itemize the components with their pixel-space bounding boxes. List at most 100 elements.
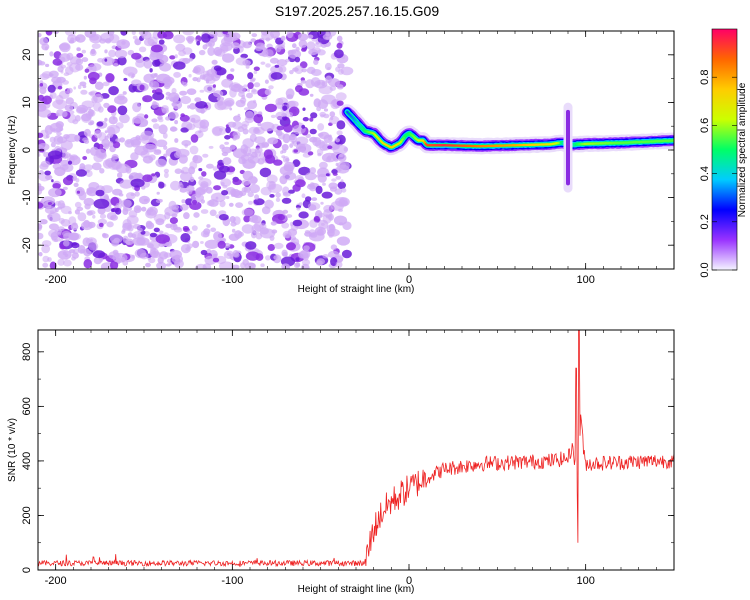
noise-blob: [74, 201, 82, 208]
noise-blob: [82, 156, 88, 160]
noise-blob: [38, 202, 44, 209]
noise-blob: [95, 189, 105, 197]
noise-blob: [269, 57, 279, 64]
noise-blob: [100, 262, 114, 269]
noise-blob: [202, 153, 209, 158]
noise-blob: [38, 185, 45, 192]
noise-blob: [47, 202, 53, 205]
noise-blob: [266, 180, 276, 190]
noise-blob: [309, 167, 317, 174]
noise-blob: [45, 63, 50, 68]
noise-blob: [50, 142, 56, 148]
noise-blob: [104, 49, 108, 54]
noise-blob: [241, 208, 254, 217]
noise-blob: [254, 147, 263, 154]
noise-blob: [127, 232, 134, 238]
noise-blob: [72, 222, 78, 226]
noise-blob: [72, 176, 77, 182]
noise-blob: [38, 33, 42, 38]
noise-blob: [38, 108, 52, 118]
noise-blob: [66, 62, 73, 67]
noise-blob: [322, 182, 326, 186]
noise-blob: [56, 232, 62, 236]
noise-blob: [180, 95, 192, 105]
noise-blob: [185, 35, 195, 43]
noise-blob: [306, 41, 316, 51]
noise-blob: [83, 164, 94, 171]
noise-blob: [117, 172, 123, 179]
noise-blob: [107, 105, 117, 113]
noise-blob: [125, 166, 132, 174]
noise-blob: [151, 118, 158, 123]
noise-blob: [276, 59, 288, 67]
noise-blob: [264, 199, 274, 209]
noise-blob: [311, 69, 322, 76]
noise-blob: [312, 137, 322, 147]
noise-blob: [206, 163, 214, 169]
noise-blob: [108, 116, 118, 125]
noise-blob: [286, 214, 293, 218]
noise-blob: [172, 224, 178, 231]
noise-blob: [264, 88, 272, 96]
noise-blob: [211, 59, 218, 65]
noise-blob: [41, 43, 50, 51]
noise-blob: [308, 183, 311, 187]
noise-blob: [55, 127, 63, 133]
noise-blob: [174, 54, 178, 59]
snr-xtick-label: 0: [406, 575, 412, 587]
noise-blob: [323, 108, 329, 112]
noise-blob: [113, 62, 119, 67]
noise-blob: [102, 159, 113, 169]
noise-blob: [38, 252, 43, 257]
noise-blob: [45, 31, 53, 36]
noise-blob: [57, 200, 65, 209]
spectrogram-ytick-label: -20: [21, 237, 33, 253]
noise-blob: [298, 88, 310, 96]
noise-blob: [284, 232, 290, 238]
noise-blob: [173, 151, 183, 159]
noise-blob: [309, 128, 317, 135]
noise-blob: [106, 221, 114, 228]
noise-blob: [169, 126, 177, 132]
noise-blob: [181, 199, 186, 204]
noise-blob: [135, 135, 141, 141]
noise-blob: [314, 41, 323, 48]
noise-blob: [302, 117, 309, 122]
noise-blob: [94, 81, 104, 91]
noise-blob: [152, 100, 157, 106]
noise-blob: [174, 261, 180, 267]
noise-blob: [270, 114, 276, 119]
noise-blob: [132, 237, 146, 246]
noise-blob: [235, 57, 249, 66]
noise-blob: [111, 154, 119, 160]
noise-blob: [173, 34, 186, 44]
noise-blob: [173, 61, 186, 70]
noise-blob: [57, 250, 72, 260]
noise-blob: [163, 168, 169, 174]
spectrogram-signal-track: [339, 102, 674, 193]
noise-blob: [273, 159, 283, 166]
noise-blob: [273, 255, 279, 260]
noise-blob: [293, 149, 299, 153]
noise-blob: [73, 182, 79, 188]
noise-blob: [289, 143, 294, 149]
noise-blob: [283, 161, 295, 172]
noise-blob: [88, 241, 99, 251]
noise-blob: [235, 202, 244, 209]
noise-blob: [327, 213, 334, 221]
noise-blob: [131, 79, 142, 87]
noise-blob: [82, 237, 91, 247]
noise-blob: [233, 115, 241, 122]
noise-blob: [180, 171, 193, 182]
noise-blob: [319, 111, 327, 117]
noise-blob: [112, 141, 121, 149]
noise-blob: [95, 148, 107, 159]
noise-blob: [110, 208, 115, 213]
noise-blob: [77, 212, 87, 222]
noise-blob: [199, 183, 209, 193]
noise-blob: [242, 138, 254, 148]
noise-blob: [325, 36, 330, 40]
snr-xtick-label: 100: [576, 575, 594, 587]
noise-blob: [182, 57, 191, 64]
